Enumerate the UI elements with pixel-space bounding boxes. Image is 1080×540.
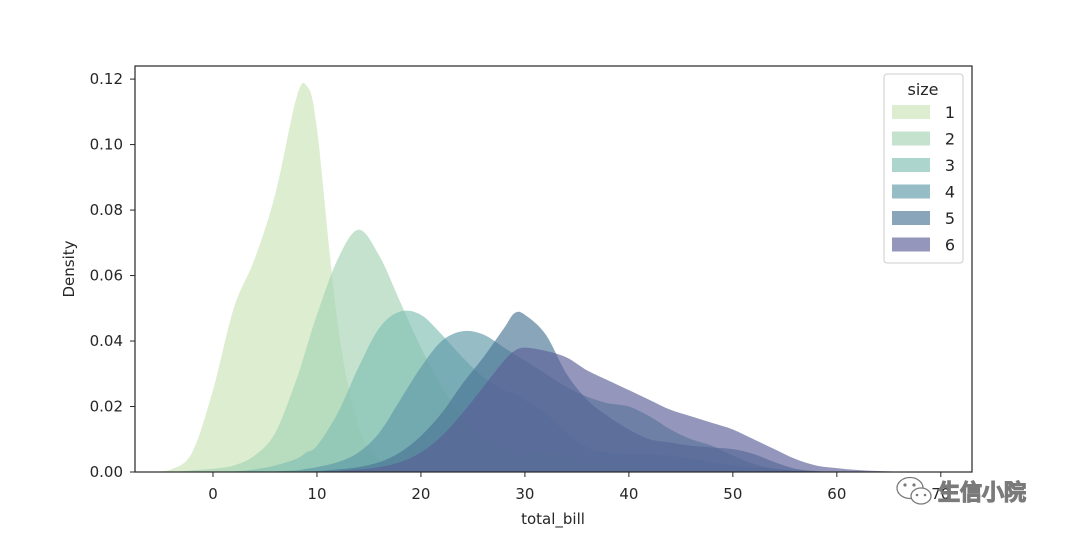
legend-label-4: 4 [945, 183, 955, 202]
legend-label-1: 1 [945, 103, 955, 122]
y-tick-label: 0.12 [90, 70, 123, 88]
y-tick-label: 0.04 [90, 332, 123, 350]
y-tick-label: 0.00 [90, 463, 123, 481]
legend-label-5: 5 [945, 209, 955, 228]
legend-swatch-4 [892, 184, 930, 199]
legend-label-6: 6 [945, 236, 955, 255]
watermark: 生信小院 [896, 476, 1027, 507]
legend-title: size [907, 80, 938, 99]
legend-swatch-5 [892, 211, 930, 225]
tick-labels: 0 10 20 30 40 50 60 70 0.00 0.02 0.04 0.06 0.08 0.10 0… [90, 70, 951, 503]
legend: size 1 2 3 4 5 6 [883, 73, 964, 264]
x-tick-label: 40 [619, 485, 638, 503]
x-tick-label: 20 [411, 485, 430, 503]
legend-label-3: 3 [945, 156, 955, 175]
y-tick-label: 0.06 [90, 267, 123, 285]
x-tick-label: 70 [931, 485, 950, 503]
watermark-text: 生信小院 [938, 480, 1026, 506]
legend-swatch-3 [892, 158, 930, 172]
y-tick-label: 0.02 [90, 398, 123, 416]
density-areas [150, 82, 921, 472]
y-tick-label: 0.10 [90, 136, 123, 154]
wechat-icon [896, 476, 932, 505]
density-area-size-6 [150, 347, 921, 472]
x-tick-label: 60 [827, 485, 846, 503]
x-tick-label: 10 [307, 485, 326, 503]
x-tick-label: 50 [723, 485, 742, 503]
x-axis-label: total_bill [521, 510, 585, 529]
legend-swatch-2 [892, 131, 930, 146]
axes-frame [134, 65, 973, 473]
legend-label-2: 2 [945, 130, 955, 149]
density-area-size-3 [150, 310, 921, 472]
legend-swatch-1 [892, 105, 930, 119]
y-tick-label: 0.08 [90, 201, 123, 219]
y-axis-label: Density [60, 240, 78, 297]
x-tick-label: 0 [208, 485, 218, 503]
legend-swatch-6 [892, 237, 930, 252]
x-tick-label: 30 [515, 485, 534, 503]
